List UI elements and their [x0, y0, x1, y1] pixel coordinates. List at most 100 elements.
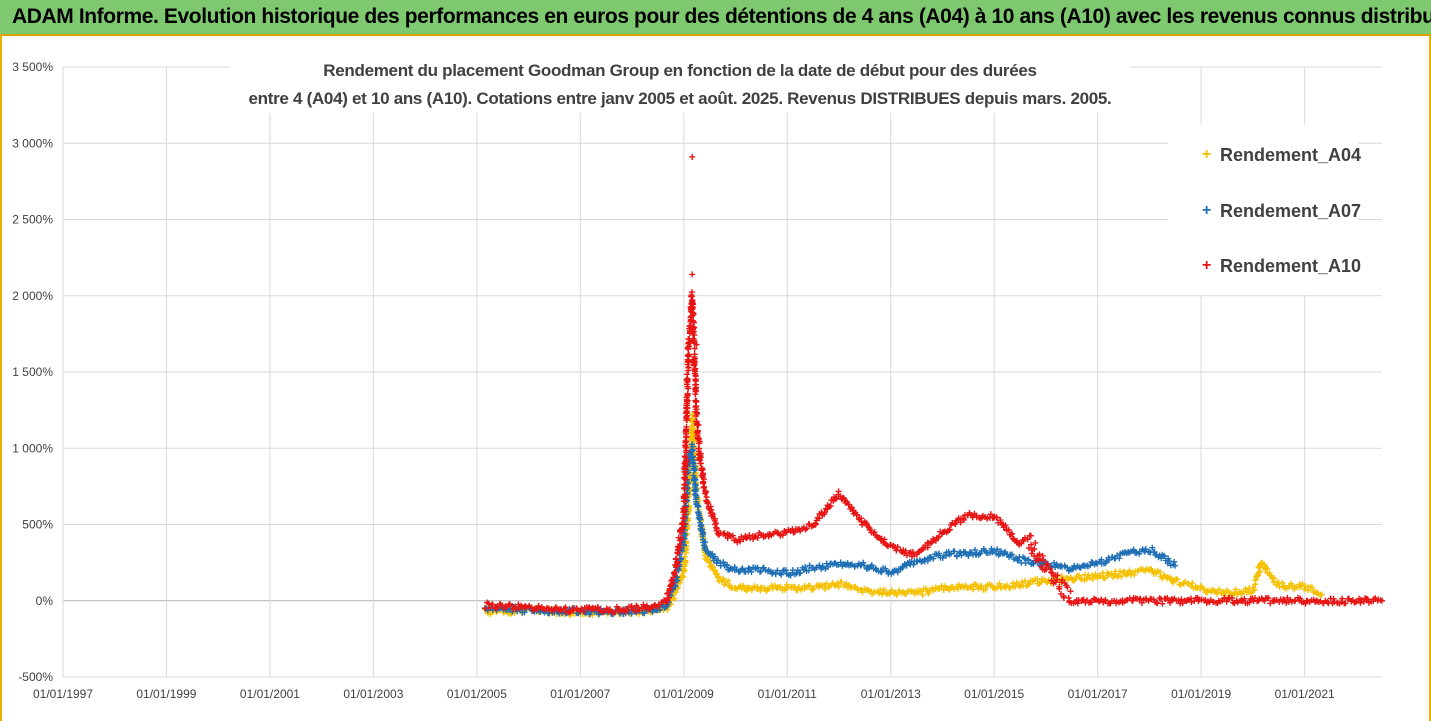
- data-point: [778, 571, 785, 578]
- chart-title-line-1: Rendement du placement Goodman Group en …: [323, 61, 1037, 80]
- y-tick-label: 500%: [22, 518, 53, 532]
- legend: + Rendement_A04 + Rendement_A07 + Rendem…: [1168, 125, 1361, 295]
- data-point: [1118, 573, 1125, 580]
- x-tick-label: 01/01/2019: [1171, 687, 1231, 701]
- data-point: [681, 481, 688, 488]
- data-point: [1161, 552, 1168, 559]
- data-point: [693, 406, 700, 413]
- data-point: [1009, 530, 1016, 537]
- data-point: [674, 550, 681, 557]
- data-point: [683, 447, 690, 454]
- series-Rendement_A07: [481, 441, 1179, 618]
- data-point: [935, 550, 942, 557]
- data-point: [1228, 595, 1235, 602]
- data-point: [1131, 571, 1138, 578]
- data-point: [1232, 586, 1239, 593]
- data-point: [1054, 572, 1061, 579]
- data-point: [1257, 568, 1264, 575]
- data-point: [685, 385, 692, 392]
- data-point: [684, 397, 691, 404]
- data-point: [634, 604, 641, 611]
- data-point: [1175, 597, 1182, 604]
- data-point: [702, 490, 709, 497]
- x-tick-label: 01/01/2015: [964, 687, 1024, 701]
- data-point: [672, 583, 679, 590]
- data-point: [711, 567, 718, 574]
- data-point: [680, 574, 687, 581]
- x-tick-label: 01/01/2017: [1068, 687, 1128, 701]
- data-point: [894, 543, 901, 550]
- data-point: [837, 559, 844, 566]
- data-point: [683, 430, 690, 437]
- data-point: [680, 542, 687, 549]
- data-point: [1020, 538, 1027, 545]
- data-point: [516, 605, 523, 612]
- data-point: [757, 568, 764, 575]
- data-point: [1124, 571, 1131, 578]
- data-point: [833, 495, 840, 502]
- data-point: [489, 601, 496, 608]
- data-point: [1330, 595, 1337, 602]
- outlier-points: [689, 153, 700, 348]
- data-point: [1296, 595, 1303, 602]
- data-point: [1157, 568, 1164, 575]
- data-point: [1159, 600, 1166, 607]
- legend-item-a07: + Rendement_A07: [1202, 199, 1361, 223]
- data-point: [1025, 557, 1032, 564]
- data-point: [879, 589, 886, 596]
- data-point: [1102, 596, 1109, 603]
- data-point: [1178, 596, 1185, 603]
- data-point: [1271, 575, 1278, 582]
- data-point: [1172, 562, 1179, 569]
- data-point: [689, 411, 696, 418]
- data-point: [946, 586, 953, 593]
- data-point: [1116, 555, 1123, 562]
- data-point: [868, 562, 875, 569]
- data-point: [739, 565, 746, 572]
- data-point: [691, 355, 698, 362]
- y-tick-label: 2 000%: [12, 289, 53, 303]
- data-point: [711, 553, 718, 560]
- data-point: [876, 590, 883, 597]
- data-point: [994, 546, 1001, 553]
- data-point: [709, 511, 716, 518]
- data-point: [1342, 600, 1349, 607]
- y-axis-ticks: -500% 0% 500% 1 000% 1 500% 2 000% 2 500% 3 000…: [12, 60, 53, 684]
- data-point: [764, 586, 771, 593]
- data-point: [782, 567, 789, 574]
- data-point: [881, 536, 888, 543]
- data-point: [967, 584, 974, 591]
- y-tick-label: 0%: [36, 594, 54, 608]
- data-point: [952, 521, 959, 528]
- data-point: [698, 467, 705, 474]
- data-point: [1302, 583, 1309, 590]
- data-point: [1030, 560, 1037, 567]
- y-tick-label: -500%: [18, 670, 53, 684]
- data-point: [1021, 578, 1028, 585]
- data-point: [1088, 599, 1095, 606]
- data-point: [692, 391, 699, 398]
- data-point: [1339, 595, 1346, 602]
- data-point: [888, 587, 895, 594]
- data-point: [1083, 575, 1090, 582]
- data-point: [570, 607, 577, 614]
- data-point: [606, 606, 613, 613]
- data-point: [946, 526, 953, 533]
- data-point: [1309, 584, 1316, 591]
- data-point: [681, 507, 688, 514]
- data-point: [1025, 545, 1032, 552]
- data-point: [720, 559, 727, 566]
- data-point: [679, 572, 686, 579]
- data-point: [1032, 539, 1039, 546]
- data-point: [1288, 582, 1295, 589]
- data-point: [693, 387, 700, 394]
- data-point: [695, 435, 702, 442]
- data-point: [737, 538, 744, 545]
- data-point: [805, 567, 812, 574]
- chart-title: Rendement du placement Goodman Group en …: [230, 57, 1130, 113]
- data-point: [1284, 594, 1291, 601]
- data-point: [1149, 544, 1156, 551]
- data-point: [1188, 599, 1195, 606]
- data-point: [692, 488, 699, 495]
- data-point: [683, 456, 690, 463]
